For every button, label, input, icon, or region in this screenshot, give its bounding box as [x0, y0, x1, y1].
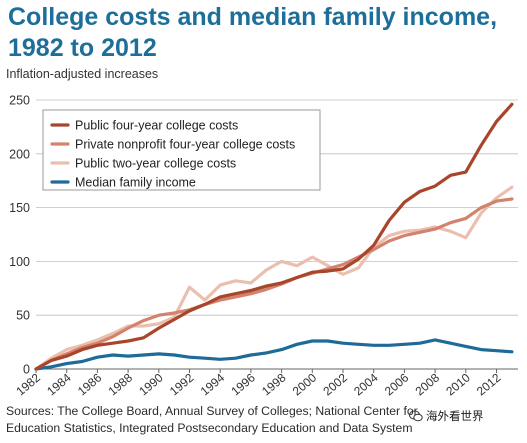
legend-label: Private nonprofit four-year college cost…	[75, 138, 295, 152]
y-tick-label: 0	[23, 363, 30, 377]
y-tick-label: 100	[9, 255, 30, 269]
wechat-icon	[409, 410, 423, 422]
x-tick-label: 1990	[136, 370, 166, 398]
y-tick-label: 150	[9, 201, 30, 215]
series-line	[34, 197, 514, 371]
y-tick-label: 250	[9, 94, 30, 108]
source-note: Sources: The College Board, Annual Surve…	[6, 404, 418, 435]
series-line	[34, 338, 514, 371]
x-tick-label: 2004	[351, 370, 381, 398]
series-line	[34, 185, 514, 371]
x-tick-label: 2000	[290, 370, 320, 398]
x-tick-label: 1988	[106, 370, 136, 398]
gridlines	[36, 99, 518, 370]
x-tick-label: 1998	[259, 370, 289, 398]
watermark: 海外看世界	[409, 408, 484, 424]
x-tick-label: 2012	[474, 370, 504, 398]
y-tick-label: 50	[16, 309, 30, 323]
legend-box	[42, 109, 321, 191]
legend-label: Public four-year college costs	[75, 119, 238, 133]
series-line	[34, 102, 514, 371]
x-tick-label: 2008	[413, 370, 443, 398]
y-tick-label: 200	[9, 147, 30, 161]
x-tick-label: 2002	[320, 370, 350, 398]
x-tick-label: 2010	[443, 370, 473, 398]
x-axis: 1982 1984 1986 1988 1990 1992 1994 1996 1998 2000…	[13, 369, 504, 398]
x-tick-label: 2006	[382, 370, 412, 398]
legend-label: Median family income	[75, 176, 196, 190]
x-tick-label: 1986	[75, 370, 105, 398]
x-tick-label: 1982	[13, 370, 43, 398]
y-axis: 0 50 100 150 200 250	[9, 94, 30, 377]
x-tick-label: 1984	[44, 370, 74, 398]
watermark-text: 海外看世界	[426, 411, 484, 423]
legend: Public four-year college costs Private no…	[42, 109, 321, 191]
line-chart: 0 50 100 150 200 250 1982 1984 1986 1988 1990 1992…	[9, 94, 518, 398]
series-lines	[34, 102, 514, 371]
chart-title: College costs and median family income, …	[8, 3, 498, 62]
chart-subtitle: Inflation-adjusted increases	[6, 67, 159, 81]
legend-label: Public two-year college costs	[75, 157, 236, 171]
x-tick-label: 1996	[228, 370, 258, 398]
x-tick-label: 1994	[198, 370, 228, 398]
x-tick-label: 1992	[167, 370, 197, 398]
